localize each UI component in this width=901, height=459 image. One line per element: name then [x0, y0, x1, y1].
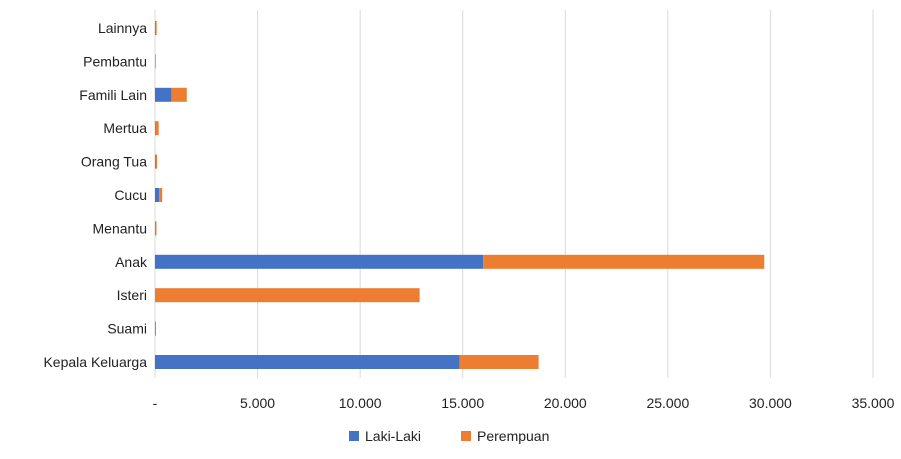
bar-perempuan-2: [155, 288, 420, 303]
x-tick-labels: - 5.000 10.000 15.000 20.000 25.000 30.000 35.0…: [153, 395, 895, 411]
bar-laki-laki-6: [155, 154, 156, 169]
legend-label-laki-laki: Laki-Laki: [365, 428, 421, 444]
category-label: Cucu: [114, 187, 147, 203]
x-tick-label: 5.000: [240, 395, 275, 411]
bars: [155, 21, 765, 369]
bar-perempuan-6: [155, 154, 158, 169]
x-tick-label: 15.000: [441, 395, 484, 411]
bar-perempuan-7: [155, 121, 159, 136]
bar-perempuan-10: [155, 21, 157, 35]
category-label: Famili Lain: [79, 87, 147, 103]
category-label: Mertua: [103, 120, 147, 136]
category-label: Anak: [115, 254, 148, 270]
bar-laki-laki-8: [155, 87, 172, 102]
legend-swatch-laki-laki: [349, 431, 359, 441]
category-label: Menantu: [93, 220, 147, 236]
bar-laki-laki-1: [155, 321, 156, 336]
x-tick-label: 25.000: [646, 395, 689, 411]
bar-laki-laki-5: [155, 188, 160, 202]
bar-perempuan-0: [459, 355, 539, 369]
category-label: Orang Tua: [81, 154, 147, 170]
bar-laki-laki-10: [155, 21, 156, 35]
x-tick-label: -: [153, 395, 158, 411]
x-tick-label: 35.000: [852, 395, 895, 411]
legend: Laki-Laki Perempuan: [349, 428, 549, 444]
bar-perempuan-9: [155, 54, 156, 69]
bar-laki-laki-7: [155, 121, 156, 136]
bar-perempuan-5: [159, 188, 163, 202]
legend-swatch-perempuan: [461, 431, 471, 441]
bar-perempuan-3: [483, 254, 765, 269]
bar-laki-laki-3: [155, 254, 484, 269]
bar-perempuan-8: [171, 87, 187, 102]
gridlines: [154, 10, 874, 378]
bar-perempuan-1: [155, 321, 156, 336]
legend-label-perempuan: Perempuan: [477, 428, 549, 444]
category-label: Suami: [107, 321, 147, 337]
category-label: Lainnya: [98, 20, 147, 36]
category-label: Kepala Keluarga: [43, 354, 147, 370]
x-tick-label: 20.000: [544, 395, 587, 411]
x-tick-label: 10.000: [339, 395, 382, 411]
category-labels: Kepala Keluarga Suami Isteri Anak Menantu Cuc…: [43, 20, 148, 370]
bar-perempuan-4: [155, 221, 157, 236]
bar-laki-laki-4: [155, 221, 156, 236]
category-label: Pembantu: [83, 53, 147, 69]
x-tick-label: 30.000: [749, 395, 792, 411]
bar-laki-laki-0: [155, 355, 460, 369]
category-label: Isteri: [117, 287, 147, 303]
